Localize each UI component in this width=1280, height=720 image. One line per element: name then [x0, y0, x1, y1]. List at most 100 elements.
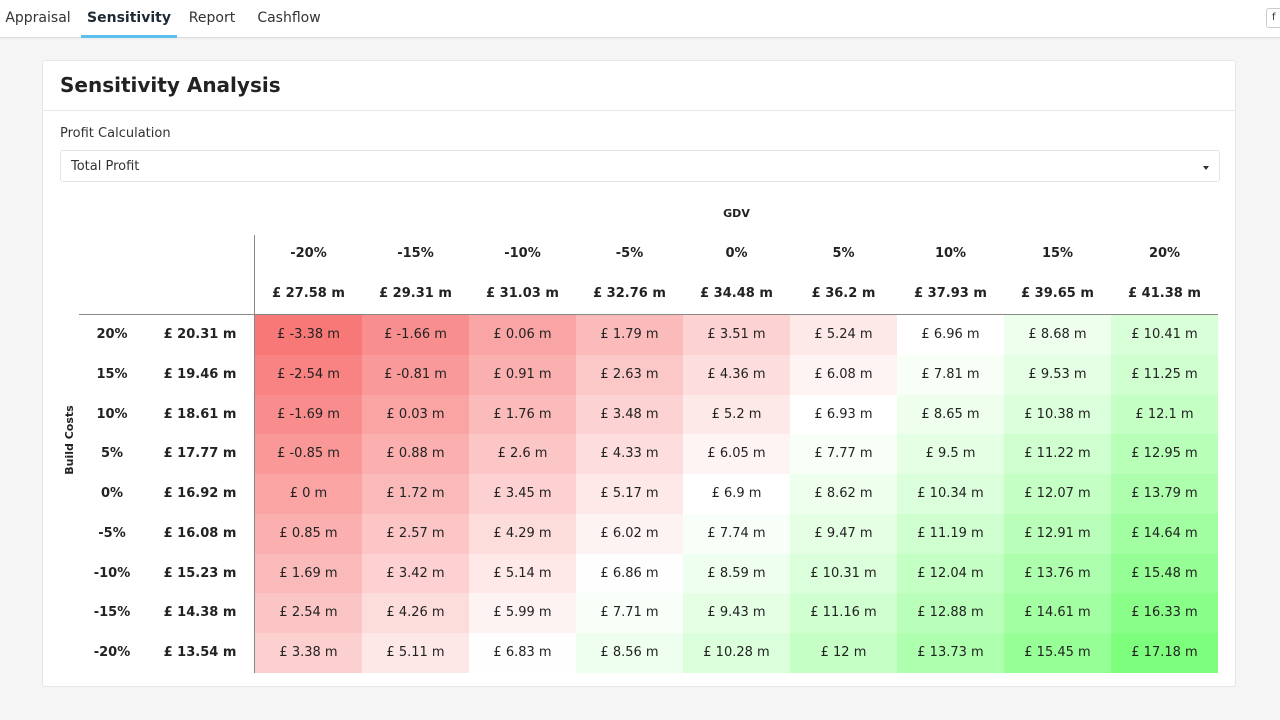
tab-sensitivity[interactable]: Sensitivity: [81, 0, 177, 38]
profit-calculation-select[interactable]: Total Profit: [60, 150, 1220, 182]
table-cell: £ 2.54 m: [255, 593, 362, 634]
card-header: Sensitivity Analysis: [43, 61, 1235, 111]
table-cell: £ 17.18 m: [1111, 633, 1218, 673]
tab-appraisal[interactable]: Appraisal: [5, 10, 71, 26]
table-cell: £ 11.16 m: [790, 593, 897, 634]
build-value-label: £ 14.38 m: [163, 605, 237, 621]
table-cell: £ 2.6 m: [469, 434, 576, 475]
table-cell: £ 12.04 m: [897, 553, 1004, 594]
table-cell: £ 6.05 m: [683, 434, 790, 475]
gdv-pct-header: 0%: [725, 246, 748, 261]
table-cell: £ 10.41 m: [1111, 315, 1218, 355]
table-cell: £ 12.88 m: [897, 593, 1004, 634]
table-cell: £ 5.99 m: [469, 593, 576, 634]
table-cell: £ 6.08 m: [790, 354, 897, 395]
gdv-value-header: £ 31.03 m: [486, 286, 559, 301]
build-value-label: £ 18.61 m: [163, 406, 237, 422]
table-cell: £ 0.03 m: [362, 394, 469, 435]
table-cell: £ 14.61 m: [1004, 593, 1111, 634]
table-cell: £ 6.02 m: [576, 513, 683, 554]
gdv-pct-header: 5%: [832, 246, 855, 261]
table-cell: £ 3.42 m: [362, 553, 469, 594]
corner-button[interactable]: f: [1266, 8, 1280, 28]
table-cell: £ 10.31 m: [790, 553, 897, 594]
table-cell: £ 3.48 m: [576, 394, 683, 435]
build-costs-axis-title: Build Costs: [63, 405, 76, 475]
build-pct-label: 5%: [100, 446, 124, 462]
table-cell: £ 11.22 m: [1004, 434, 1111, 475]
table-cell: £ 12.91 m: [1004, 513, 1111, 554]
table-vertical-divider: [254, 235, 255, 673]
table-cell: £ 15.45 m: [1004, 633, 1111, 673]
table-cell: £ 1.72 m: [362, 474, 469, 514]
build-pct-label: 15%: [96, 366, 128, 382]
table-cell: £ -1.66 m: [362, 315, 469, 355]
table-cell: £ 3.45 m: [469, 474, 576, 514]
build-value-label: £ 16.92 m: [163, 486, 237, 501]
table-cell: £ 6.83 m: [469, 633, 576, 673]
table-cell: £ 12 m: [790, 633, 897, 673]
build-pct-label: 10%: [96, 406, 128, 422]
table-cell: £ 9.5 m: [897, 434, 1004, 475]
table-cell: £ 9.53 m: [1004, 354, 1111, 395]
table-cell: £ 12.1 m: [1111, 394, 1218, 435]
table-cell: £ 13.79 m: [1111, 474, 1218, 514]
table-cell: £ 10.28 m: [683, 633, 790, 673]
table-cell: £ 1.76 m: [469, 394, 576, 435]
gdv-value-header: £ 37.93 m: [914, 286, 987, 301]
table-cell: £ 6.9 m: [683, 474, 790, 514]
table-cell: £ 10.34 m: [897, 474, 1004, 514]
gdv-pct-header: -15%: [397, 246, 434, 261]
build-value-label: £ 19.46 m: [163, 366, 237, 382]
table-cell: £ 11.19 m: [897, 513, 1004, 554]
build-value-label: £ 20.31 m: [163, 327, 237, 342]
table-cell: £ 14.64 m: [1111, 513, 1218, 554]
table-cell: £ 10.38 m: [1004, 394, 1111, 435]
table-cell: £ 0.88 m: [362, 434, 469, 475]
table-cell: £ -0.85 m: [255, 434, 362, 475]
gdv-pct-header: -5%: [615, 246, 644, 261]
build-pct-label: -15%: [93, 605, 131, 621]
gdv-value-header: £ 36.2 m: [811, 286, 876, 301]
table-cell: £ 0.91 m: [469, 354, 576, 395]
table-cell: £ 3.38 m: [255, 633, 362, 673]
table-cell: £ 8.65 m: [897, 394, 1004, 435]
table-cell: £ 0.85 m: [255, 513, 362, 554]
tab-cashflow[interactable]: Cashflow: [257, 10, 321, 26]
build-value-label: £ 17.77 m: [163, 446, 237, 462]
table-cell: £ 5.14 m: [469, 553, 576, 594]
table-cell: £ 7.77 m: [790, 434, 897, 475]
table-cell: £ -2.54 m: [255, 354, 362, 395]
table-cell: £ -3.38 m: [255, 315, 362, 355]
table-cell: £ 5.11 m: [362, 633, 469, 673]
table-cell: £ 6.96 m: [897, 315, 1004, 355]
gdv-axis-title: GDV: [723, 207, 750, 220]
build-pct-label: 0%: [100, 486, 124, 501]
table-cell: £ -1.69 m: [255, 394, 362, 435]
table-cell: £ 3.51 m: [683, 315, 790, 355]
table-cell: £ 1.79 m: [576, 315, 683, 355]
table-cell: £ 4.33 m: [576, 434, 683, 475]
table-cell: £ 4.26 m: [362, 593, 469, 634]
gdv-pct-header: 10%: [934, 246, 967, 261]
gdv-value-header: £ 34.48 m: [700, 286, 773, 301]
profit-calculation-label: Profit Calculation: [60, 126, 171, 141]
build-pct-label: -5%: [98, 525, 126, 541]
top-nav: Appraisal Sensitivity Report Cashflow f: [0, 0, 1280, 38]
table-cell: £ 0 m: [255, 474, 362, 514]
table-cell: £ 4.29 m: [469, 513, 576, 554]
table-cell: £ 5.2 m: [683, 394, 790, 435]
gdv-pct-header: 20%: [1148, 246, 1181, 261]
gdv-value-header: £ 27.58 m: [272, 286, 345, 301]
profit-calculation-value: Total Profit: [71, 159, 140, 174]
tab-report[interactable]: Report: [188, 10, 236, 26]
table-cell: £ 13.76 m: [1004, 553, 1111, 594]
table-cell: £ 13.73 m: [897, 633, 1004, 673]
gdv-value-header: £ 32.76 m: [593, 286, 666, 301]
build-value-label: £ 15.23 m: [163, 565, 237, 581]
gdv-value-header: £ 39.65 m: [1021, 286, 1094, 301]
table-cell: £ 7.71 m: [576, 593, 683, 634]
gdv-value-header: £ 41.38 m: [1128, 286, 1201, 301]
build-pct-label: -20%: [93, 645, 131, 660]
table-cell: £ 2.63 m: [576, 354, 683, 395]
